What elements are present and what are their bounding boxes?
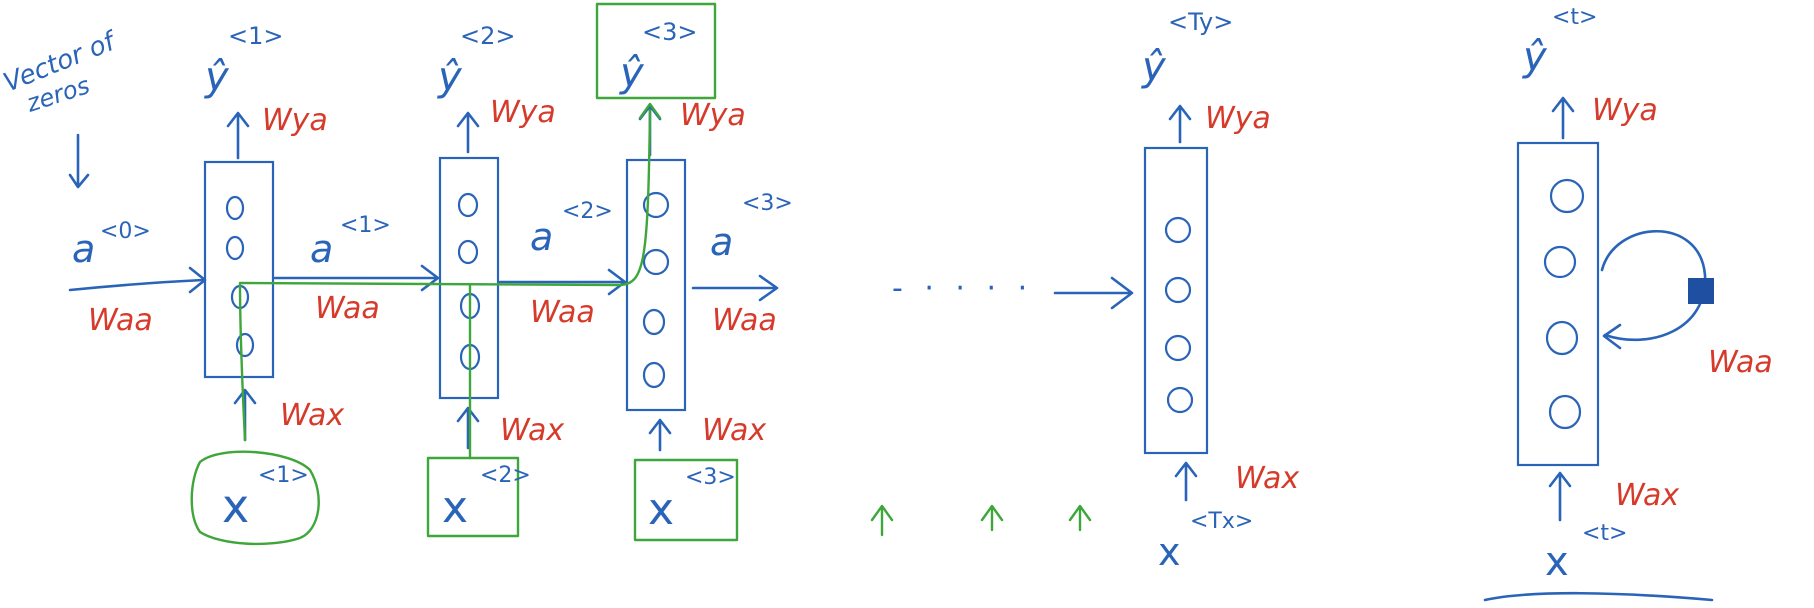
x-t: x [1545,539,1569,585]
output-y3-box [595,2,717,100]
a-1: a [310,227,333,271]
input-arrow-t-icon [1548,471,1572,522]
x-2: x [442,482,468,533]
x-1: x [222,479,249,533]
green-up-arrow-1-icon [870,504,894,537]
input-x2-box [426,456,520,538]
y-sup-3: <3> [642,18,698,46]
x-sup-tx: <Tx> [1190,509,1253,534]
w-ya-1: Wya [262,103,328,138]
input-arrow-3-icon [648,418,672,452]
rolled-rnn: ŷ <t> Wya Waa Wax x <t> [1483,5,1773,602]
cell-t-units [1543,178,1585,430]
delay-block-icon [1688,278,1714,304]
input-arrow-last-icon [1174,461,1198,502]
recurrent-loop-arrow-icon [1600,230,1707,350]
y-hat-3: ŷ [619,50,645,96]
output-arrow-2-icon [456,111,480,154]
forward-path-line [238,108,652,442]
a-2-sup: <2> [562,199,613,224]
a-0: a [72,227,95,271]
ellipsis-section: - · · · · [870,271,1134,537]
w-ax-1: Wax [280,398,344,433]
w-aa-1: Waa [88,303,153,338]
y-sup-1: <1> [228,22,284,50]
x-3-sup: <3> [685,465,736,490]
output-arrow-1-icon [226,111,250,160]
timestep-1: ŷ <1> Wya a <0> Waa Wax x <1> [68,22,344,546]
y-sup-t: <t> [1552,5,1598,30]
output-arrow-last-icon [1168,104,1192,144]
w-aa-t: Waa [1708,345,1773,380]
forward-path-arrowhead-icon [638,102,662,120]
a-3: a [710,220,733,264]
y-hat-2: ŷ [437,54,463,100]
x-sup-t: <t> [1582,521,1628,546]
cell-last-units [1164,216,1194,414]
ellipsis-arrow-icon [1053,276,1134,310]
w-ax-3: Wax [702,413,766,448]
timestep-last: ŷ <Ty> Wya Wax x <Tx> [1141,8,1299,574]
rnn-cell-3 [625,158,687,412]
w-ya-3: Wya [680,98,746,133]
w-ya-last: Wya [1205,101,1271,136]
a1-arrow-icon [273,264,440,292]
a3-arrow-icon [691,274,779,302]
a-2: a [530,215,553,259]
rnn-cell-1 [203,160,275,379]
underline-stroke [1483,591,1714,602]
timestep-2: ŷ <2> Wya a <1> Waa Wax x <2> [273,22,564,538]
cell-3-units [642,191,670,389]
input-x3-box [633,458,739,542]
a-3-sup: <3> [742,191,793,216]
w-aa-after-3: Waa [712,303,777,338]
x-tx: x [1158,530,1181,574]
y-sup-2: <2> [460,22,516,50]
y-hat-1: ŷ [204,54,230,100]
green-up-arrow-3-icon [1068,504,1092,532]
y-hat-ty: ŷ [1141,44,1167,90]
green-up-arrow-2-icon [980,504,1004,532]
w-ax-2: Wax [500,413,564,448]
a2-arrow-icon [498,268,627,296]
w-ax-last: Wax [1235,461,1299,496]
a-1-sup: <1> [340,213,391,238]
w-ya-t: Wya [1592,93,1658,128]
x-1-sup: <1> [258,463,309,488]
a0-arrow-icon [68,266,207,294]
output-arrow-t-icon [1551,96,1575,140]
vector-of-zeros-note: Vector of zeros [0,26,122,189]
input-x1-circle [190,450,320,546]
ellipsis: - · · · · [892,271,1033,306]
w-ya-2: Wya [490,95,556,130]
w-aa-3: Waa [530,295,595,330]
rnn-cell-t [1516,141,1600,467]
y-sup-ty: <Ty> [1168,8,1233,36]
a-0-sup: <0> [100,219,151,244]
x-3: x [648,484,674,535]
input-arrow-2-icon [456,406,480,450]
note-down-arrow-icon [68,133,90,189]
w-aa-2: Waa [315,291,380,326]
y-hat-t: ŷ [1522,34,1548,80]
rnn-cell-last [1143,146,1209,455]
timestep-3: ŷ <3> Wya a <2> Waa Wax x <3> a <3> Waa [498,2,793,542]
x-2-sup: <2> [480,463,531,488]
w-ax-t: Wax [1615,478,1679,513]
